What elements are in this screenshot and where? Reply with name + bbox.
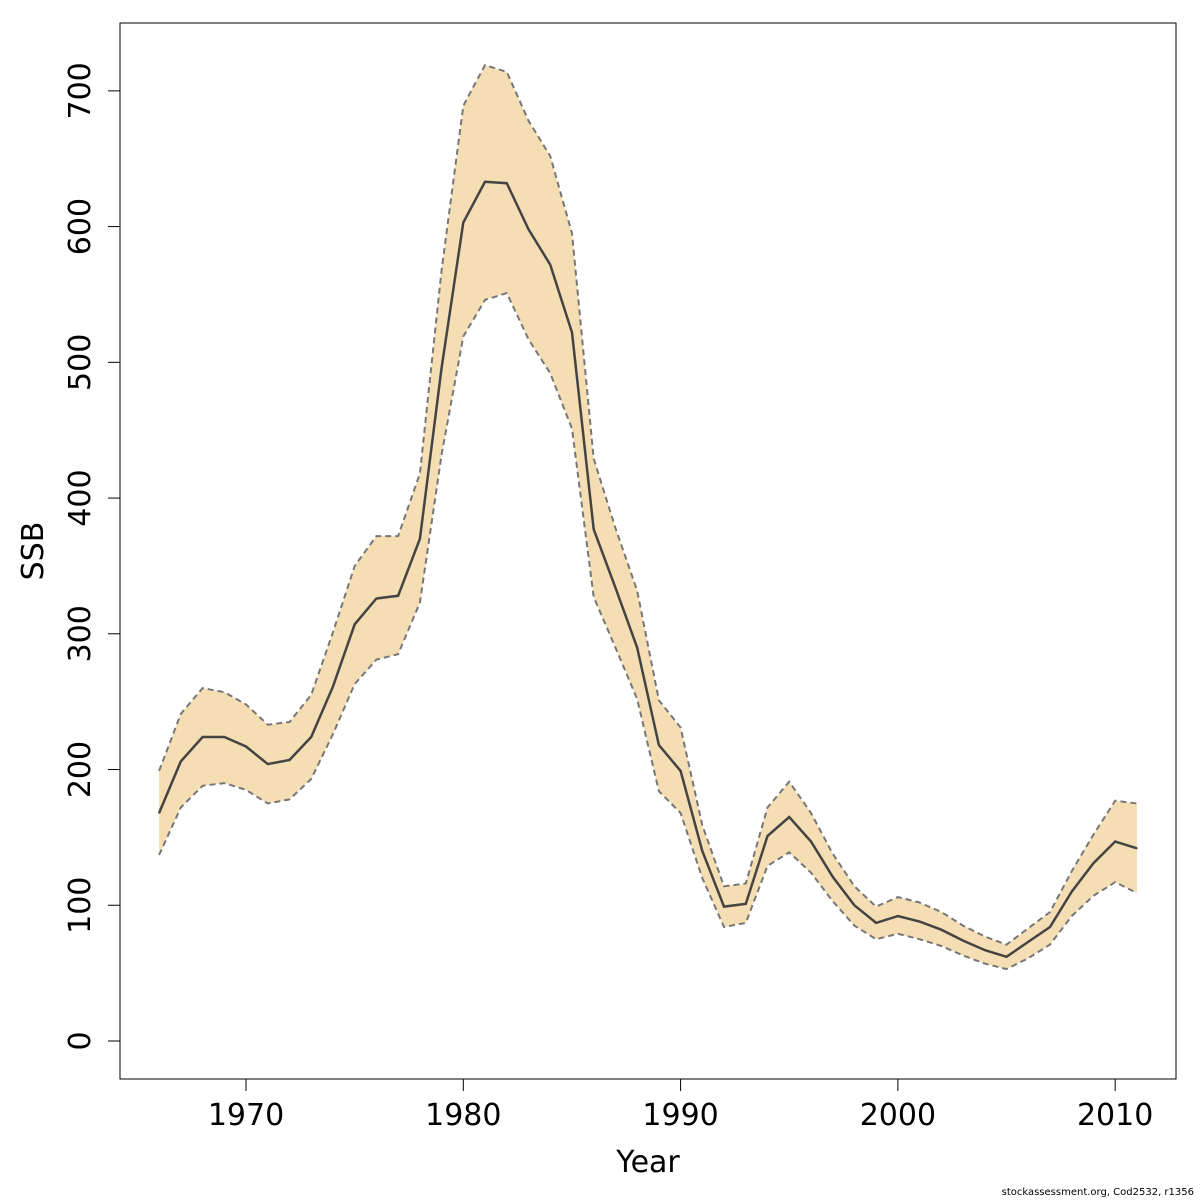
estimate-points bbox=[158, 181, 1138, 958]
y-tick-label: 500 bbox=[63, 334, 98, 391]
data-point bbox=[266, 763, 269, 765]
data-point bbox=[614, 586, 617, 589]
data-point bbox=[658, 744, 660, 746]
data-point bbox=[918, 920, 921, 923]
y-tick-label: 100 bbox=[63, 877, 98, 934]
data-point bbox=[1049, 926, 1051, 928]
data-point bbox=[1136, 847, 1138, 850]
plot-frame bbox=[119, 22, 1177, 1080]
data-point bbox=[440, 366, 443, 369]
data-point bbox=[1114, 840, 1116, 843]
y-axis-title: SSB bbox=[16, 522, 51, 581]
x-tick-label: 1980 bbox=[425, 1098, 501, 1133]
x-axis: 1970 1980 1990 2000 2010 bbox=[208, 1078, 1153, 1133]
y-tick-label: 300 bbox=[63, 605, 98, 662]
data-point bbox=[940, 928, 943, 931]
data-point bbox=[571, 331, 573, 334]
data-point bbox=[1070, 890, 1073, 893]
data-point bbox=[462, 221, 465, 224]
upper-bound-line bbox=[158, 63, 1138, 946]
x-tick-label: 1990 bbox=[642, 1098, 718, 1133]
ssb-estimate-line bbox=[157, 180, 1138, 959]
data-point bbox=[744, 903, 747, 905]
data-point bbox=[353, 623, 356, 626]
data-point bbox=[592, 528, 595, 531]
data-point bbox=[310, 736, 313, 738]
credit-text: stockassessment.org, Cod2532, r1356 bbox=[1001, 1187, 1194, 1198]
y-tick-label: 0 bbox=[63, 1031, 98, 1050]
data-point bbox=[679, 770, 682, 772]
data-point bbox=[332, 685, 334, 688]
data-point bbox=[1092, 862, 1095, 864]
y-axis: 0 100 200 300 400 500 600 700 bbox=[63, 62, 121, 1051]
x-tick-label: 2010 bbox=[1077, 1098, 1153, 1133]
lower-bound-line bbox=[158, 291, 1138, 971]
x-tick-label: 1970 bbox=[208, 1098, 284, 1133]
data-point bbox=[875, 922, 877, 924]
data-point bbox=[810, 840, 812, 843]
y-tick-label: 700 bbox=[63, 62, 98, 119]
data-point bbox=[788, 816, 791, 818]
data-point bbox=[723, 905, 725, 908]
data-point bbox=[831, 875, 834, 878]
data-point bbox=[1005, 956, 1008, 958]
data-point bbox=[766, 835, 769, 837]
data-point bbox=[201, 736, 204, 738]
confidence-band bbox=[159, 65, 1137, 970]
data-point bbox=[636, 646, 638, 649]
data-point bbox=[527, 228, 530, 231]
y-tick-label: 400 bbox=[63, 469, 98, 526]
data-point bbox=[549, 263, 552, 266]
x-axis-title: Year bbox=[615, 1145, 680, 1180]
data-point bbox=[853, 904, 856, 907]
x-tick-label: 2000 bbox=[860, 1098, 936, 1133]
data-point bbox=[897, 915, 899, 917]
data-point bbox=[245, 745, 247, 748]
y-tick-label: 200 bbox=[63, 741, 98, 798]
data-point bbox=[158, 812, 160, 814]
data-point bbox=[419, 537, 421, 540]
data-point bbox=[983, 949, 986, 951]
data-point bbox=[180, 760, 182, 763]
y-tick-label: 600 bbox=[63, 198, 98, 255]
data-point bbox=[288, 759, 291, 761]
data-point bbox=[484, 181, 486, 183]
data-point bbox=[397, 594, 399, 597]
data-point bbox=[1027, 941, 1030, 943]
data-point bbox=[375, 597, 378, 600]
data-point bbox=[701, 850, 704, 852]
data-point bbox=[505, 182, 508, 184]
data-point bbox=[962, 939, 964, 942]
data-point bbox=[223, 736, 226, 738]
